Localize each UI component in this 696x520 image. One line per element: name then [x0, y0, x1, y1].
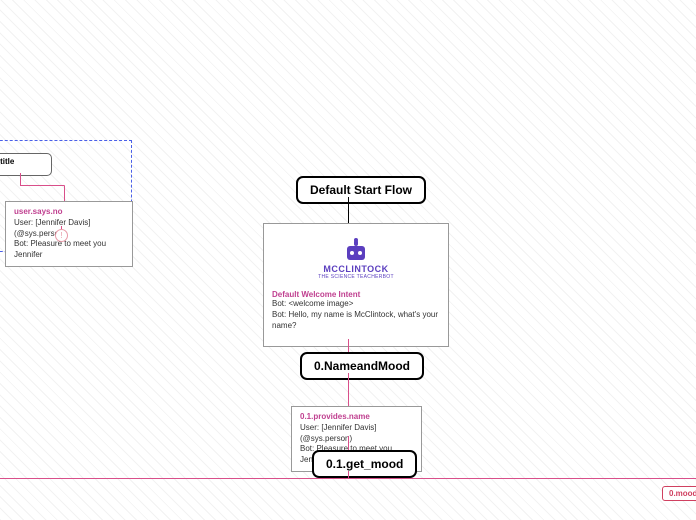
connector	[348, 339, 349, 352]
name-and-mood-node[interactable]: 0.NameandMood	[300, 352, 424, 380]
page-title-node[interactable]: page_title ething.	[0, 153, 52, 176]
connector	[348, 471, 349, 478]
card-line: Bot: Hello, my name is McClintock, what'…	[272, 310, 440, 332]
page-title-label: page_title	[0, 157, 45, 166]
connector	[0, 478, 696, 479]
connector	[348, 373, 349, 406]
brand-sub: THE SCIENCE TEACHERBOT	[318, 274, 394, 280]
connector	[348, 197, 349, 223]
node-label: 0.NameandMood	[314, 359, 410, 373]
card-line: Bot: Pleasure to meet you Jennifer	[14, 239, 124, 261]
card-title: Default Welcome Intent	[272, 290, 440, 299]
warning-icon: !	[55, 229, 68, 242]
brand-name: MCCLINTOCK	[323, 264, 388, 274]
mood-node-partial[interactable]: 0.mood_f	[662, 486, 696, 501]
card-line: User: [Jennifer Davis](@sys.person)	[14, 218, 124, 240]
get-mood-node[interactable]: 0.1.get_mood	[312, 450, 417, 478]
welcome-intent-card[interactable]: MCCLINTOCK THE SCIENCE TEACHERBOT Defaul…	[263, 223, 449, 347]
page-title-sub: ething.	[0, 166, 45, 172]
connector	[348, 436, 349, 450]
default-start-flow-node[interactable]: Default Start Flow	[296, 176, 426, 204]
card-line: Bot: <welcome image>	[272, 299, 440, 310]
flow-canvas[interactable]: page_title ething. user.says.no User: [J…	[0, 0, 696, 520]
connector	[20, 185, 64, 186]
card-line: User: [Jennifer Davis](@sys.person)	[300, 423, 413, 445]
node-label: Default Start Flow	[310, 183, 412, 197]
user-says-no-card[interactable]: user.says.no User: [Jennifer Davis](@sys…	[5, 201, 133, 267]
node-label: 0.1.get_mood	[326, 457, 403, 471]
connector	[64, 185, 65, 201]
robot-icon	[341, 238, 371, 264]
node-label: 0.mood_f	[669, 489, 696, 498]
welcome-image: MCCLINTOCK THE SCIENCE TEACHERBOT	[272, 232, 440, 286]
card-title: 0.1.provides.name	[300, 412, 413, 423]
card-title: user.says.no	[14, 207, 124, 218]
connector	[20, 173, 21, 185]
